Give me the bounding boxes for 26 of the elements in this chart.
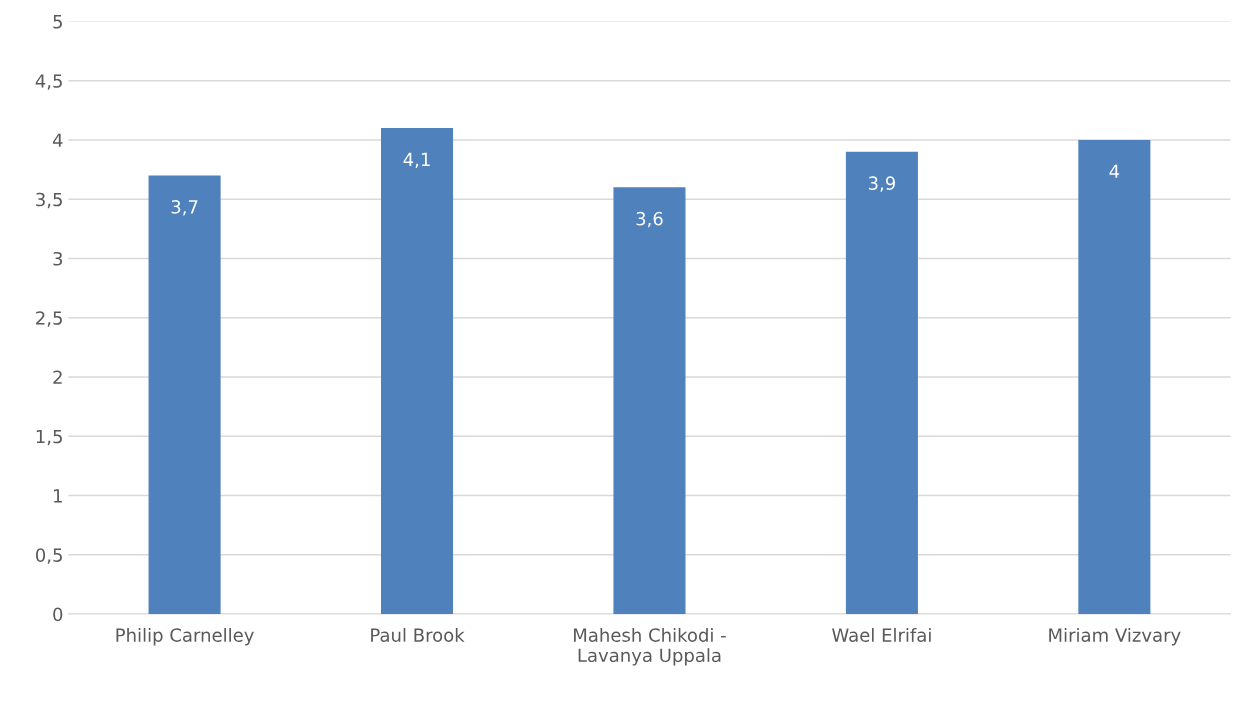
data-label: 3,6	[636, 211, 663, 228]
x-tick-label: Paul Brook	[371, 627, 465, 642]
y-tick-label: 1,5	[36, 429, 62, 446]
data-label: 4,1	[403, 152, 430, 169]
bar	[148, 175, 221, 615]
y-tick-label: 1	[54, 489, 62, 503]
x-tick-label: Miriam Vizvary	[1049, 627, 1181, 646]
y-tick-label: 3,5	[36, 192, 62, 209]
y-tick-label: 4	[52, 133, 63, 147]
y-tick-label: 0,5	[35, 548, 62, 564]
y-tick-label: 2,5	[36, 311, 62, 327]
bar	[1078, 139, 1151, 615]
x-tick-label: Mahesh Chikodi - Lavanya Uppala	[574, 627, 726, 666]
bar	[845, 151, 918, 615]
y-tick-label: 2	[53, 370, 62, 384]
bar	[613, 187, 686, 615]
bar	[381, 128, 454, 615]
y-tick-label: 4,5	[35, 74, 62, 90]
data-label: 4	[1109, 164, 1120, 178]
x-tick-label: Wael Elrifai	[832, 627, 931, 642]
y-tick-label: 3	[53, 251, 63, 266]
y-tick-label: 0	[53, 607, 63, 622]
x-tick-label: Philip Carnelley	[116, 627, 254, 646]
data-label: 3,9	[868, 176, 895, 192]
data-label: 3,7	[171, 200, 198, 216]
y-tick-label: 5	[53, 15, 62, 29]
